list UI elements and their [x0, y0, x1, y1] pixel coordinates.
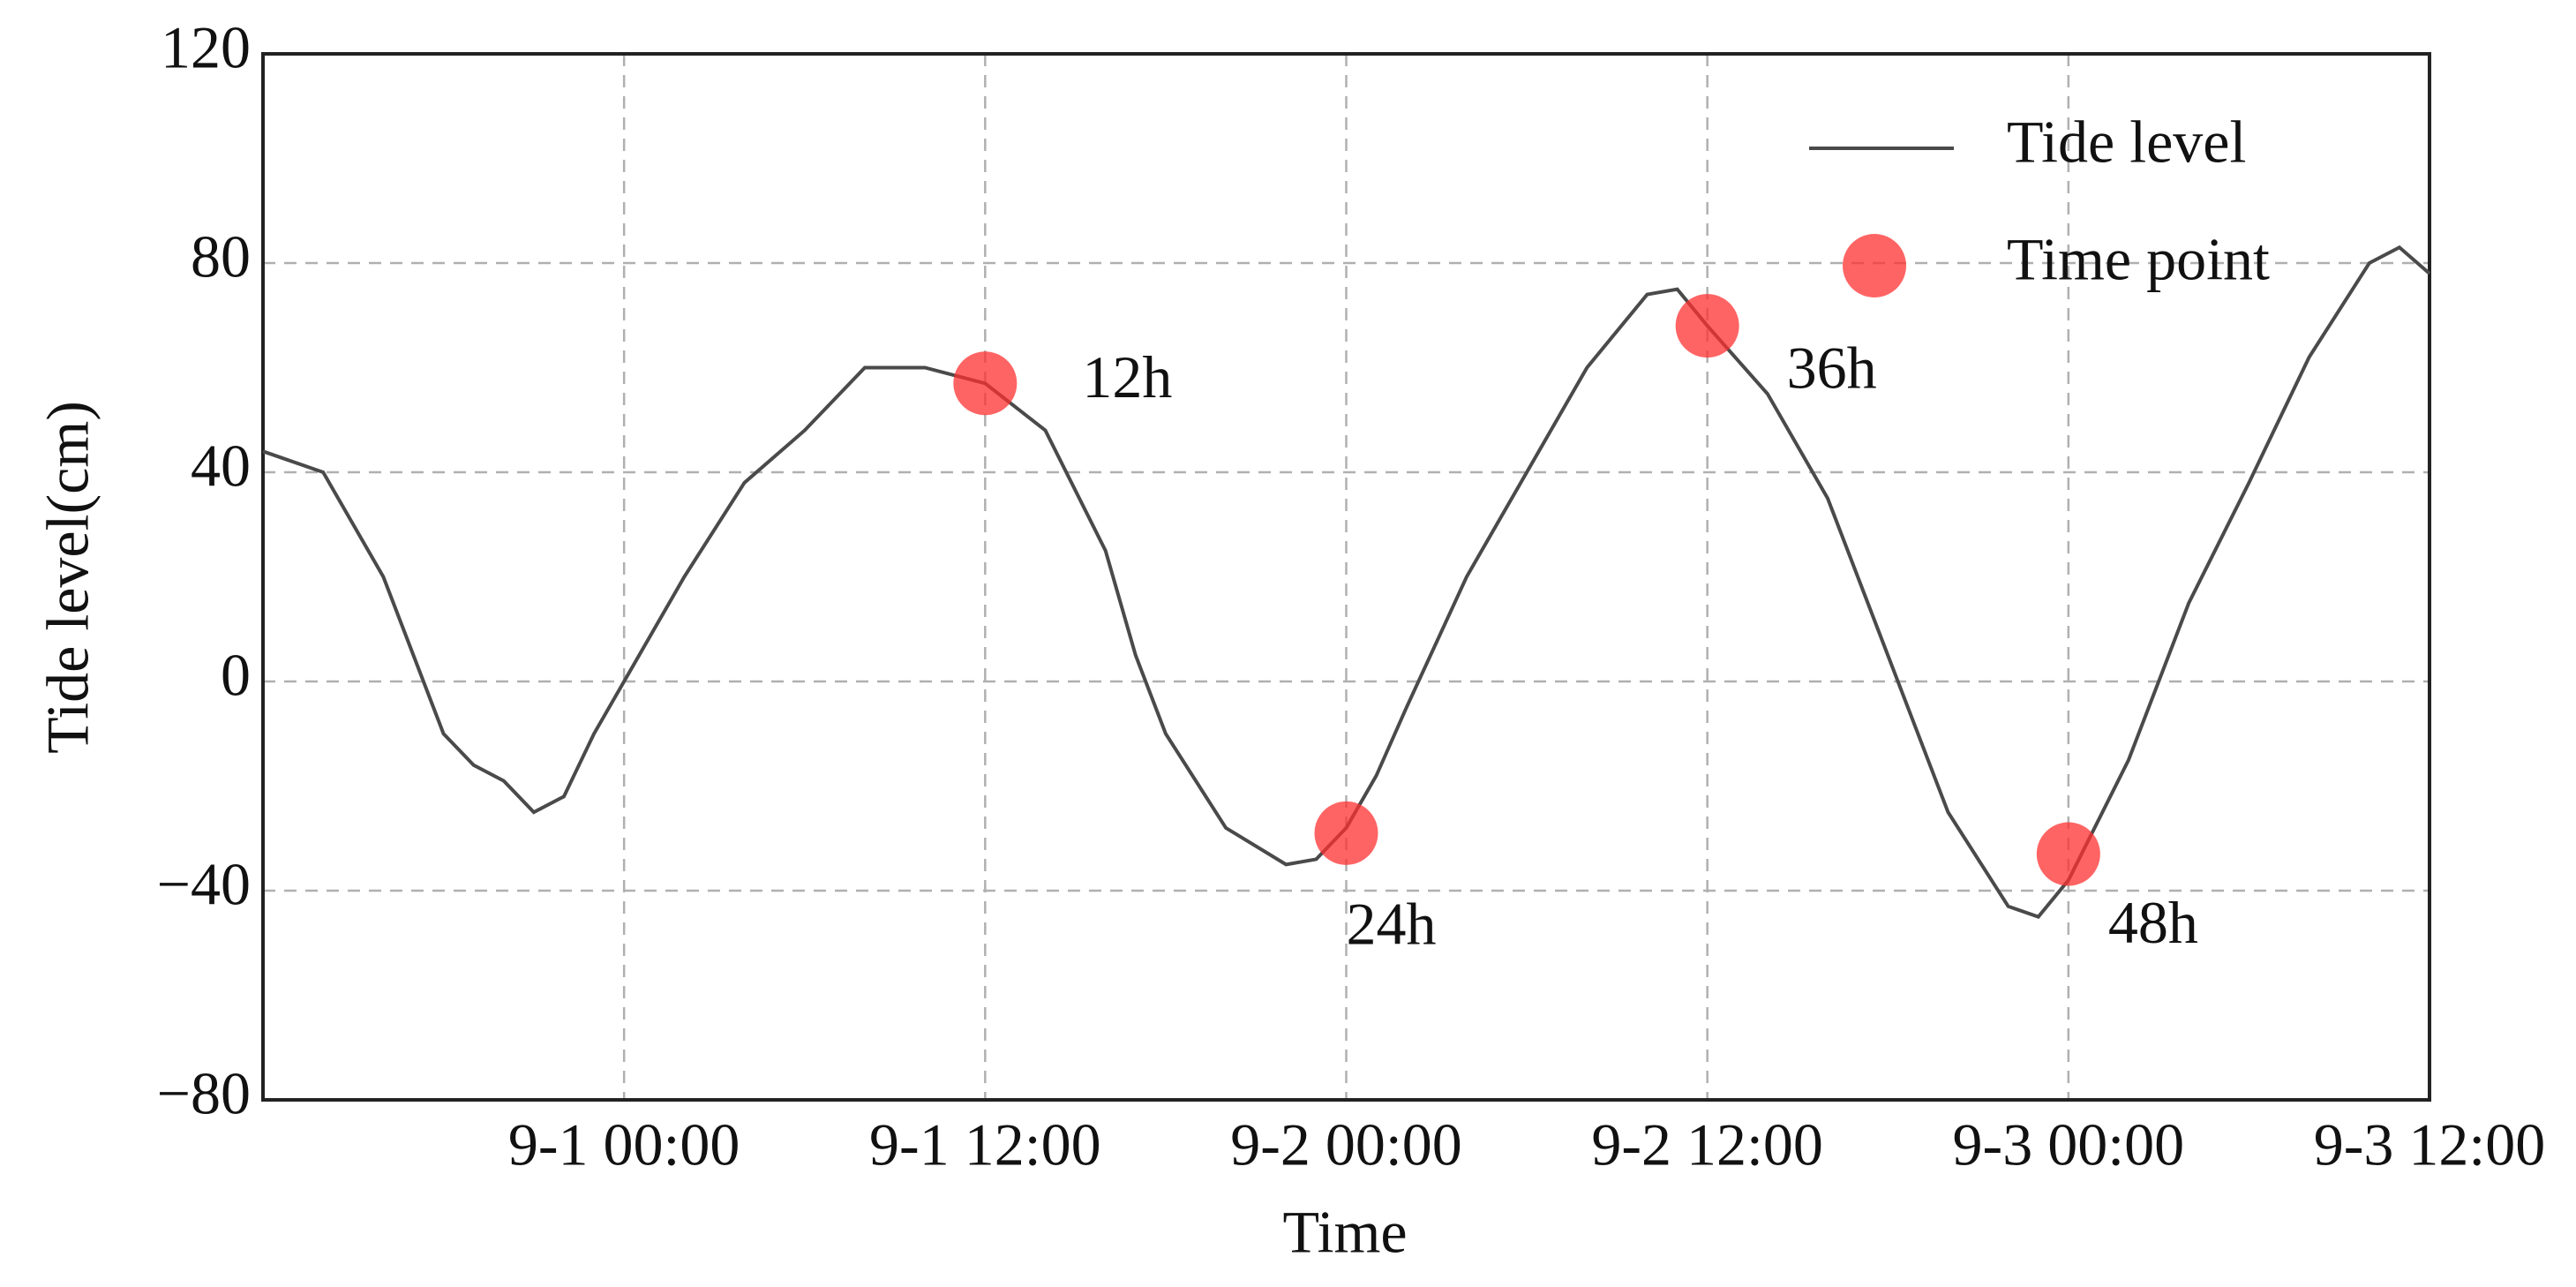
x-tick-label: 9-2 12:00: [1591, 1111, 1823, 1178]
x-axis-label: Time: [1282, 1199, 1407, 1266]
time-point: [1314, 801, 1378, 865]
y-tick-label: 120: [161, 14, 251, 81]
plot-frame: [261, 52, 2431, 1102]
time-point: [953, 351, 1018, 416]
point-label: 48h: [2108, 889, 2198, 956]
point-label: 24h: [1347, 890, 1437, 957]
y-tick-label: 40: [191, 433, 251, 500]
legend-label: Time point: [2007, 226, 2270, 293]
x-tick-label: 9-3 12:00: [2314, 1111, 2546, 1178]
tide-line: [262, 245, 2431, 919]
legend-marker: [1843, 234, 1906, 297]
y-tick-label: 0: [221, 642, 251, 709]
x-tick-label: 9-1 00:00: [508, 1111, 740, 1178]
x-tick-label: 9-2 00:00: [1230, 1111, 1462, 1178]
x-tick-label: 9-3 00:00: [1953, 1111, 2185, 1178]
y-tick-label: −40: [157, 851, 251, 918]
y-axis-label: Tide level(cm): [34, 401, 101, 754]
point-label: 36h: [1787, 335, 1877, 402]
y-tick-label: 80: [191, 223, 251, 290]
time-point: [2036, 822, 2100, 886]
time-point: [1675, 294, 1739, 358]
point-label: 12h: [1082, 343, 1172, 410]
legend-label: Tide level: [2007, 109, 2246, 176]
x-tick-label: 9-1 12:00: [869, 1111, 1101, 1178]
y-tick-label: −80: [157, 1060, 251, 1127]
